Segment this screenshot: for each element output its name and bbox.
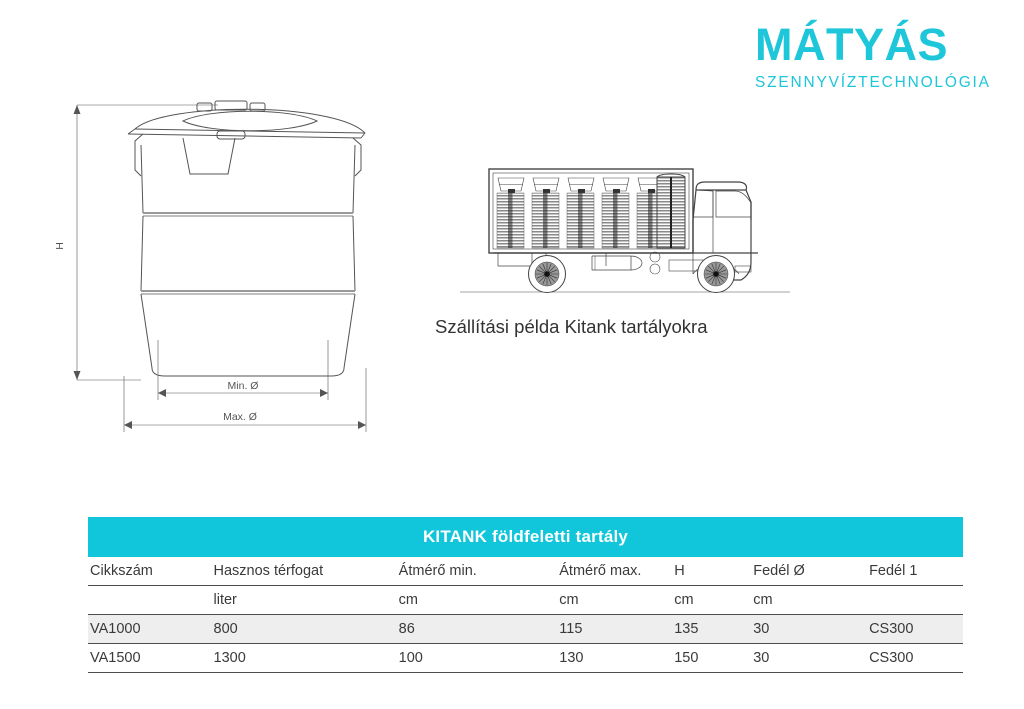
svg-text:Max. Ø: Max. Ø: [223, 411, 257, 423]
svg-text:H: H: [54, 242, 66, 250]
svg-text:Min. Ø: Min. Ø: [228, 380, 259, 392]
